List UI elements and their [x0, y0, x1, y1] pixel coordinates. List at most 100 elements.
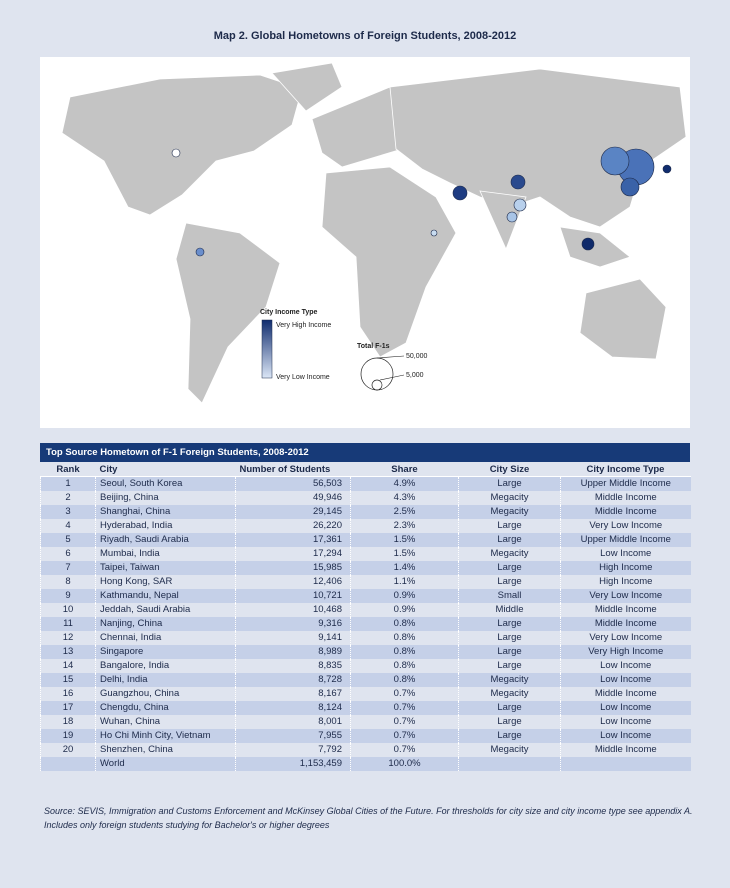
table-row: 18 Wuhan, China 8,001 0.7% Large Low Income	[40, 715, 691, 729]
table-cell: Low Income	[560, 701, 691, 715]
table-cell: 56,503	[235, 476, 351, 491]
table-cell	[458, 757, 561, 771]
table-row: 19 Ho Chi Minh City, Vietnam 7,955 0.7% Larg…	[40, 729, 691, 743]
table-cell: 12	[40, 631, 96, 645]
table-cell: Low Income	[560, 729, 691, 743]
table-cell: 8,835	[235, 659, 351, 673]
table-cell: 0.8%	[350, 617, 459, 631]
legend-title: Total F-1s	[357, 343, 390, 350]
table-cell: 6	[40, 547, 96, 561]
legend: City Income Type Very High Income Very L…	[260, 309, 428, 391]
table-cell: 4	[40, 519, 96, 533]
total-row: World 1,153,459 100.0%	[40, 757, 691, 771]
income-scale	[261, 319, 273, 379]
table-cell: 4.3%	[350, 491, 459, 505]
table-cell: Megacity	[458, 673, 561, 687]
footnotes: Source: SEVIS, Immigration and Customs E…	[44, 804, 694, 832]
table-cell: Very High Income	[560, 645, 691, 659]
table-cell: Beijing, China	[95, 491, 236, 505]
table-cell: 8,001	[235, 715, 351, 729]
legend-title: City Income Type	[260, 309, 318, 316]
table-cell: Shanghai, China	[95, 505, 236, 519]
table-cell: Small	[458, 589, 561, 603]
table-cell: Low Income	[560, 673, 691, 687]
table-cell: 8,167	[235, 687, 351, 701]
table-cell: Upper Middle Income	[560, 476, 691, 491]
table-cell: 11	[40, 617, 96, 631]
legend-label: 50,000	[406, 353, 428, 360]
table-cell: Low Income	[560, 715, 691, 729]
table-row: 11 Nanjing, China 9,316 0.8% Large Middle Inc…	[40, 617, 691, 631]
table-cell: 9,316	[235, 617, 351, 631]
table-row: 20 Shenzhen, China 7,792 0.7% Megacity Middle…	[40, 743, 691, 757]
table-cell: 15,985	[235, 561, 351, 575]
table-cell: Large	[458, 519, 561, 533]
table-row: 15 Delhi, India 8,728 0.8% Megacity Low Incom…	[40, 673, 691, 687]
table-cell: Singapore	[95, 645, 236, 659]
table-cell: Guangzhou, China	[95, 687, 236, 701]
table-cell: 0.8%	[350, 631, 459, 645]
column-header: Rank	[40, 462, 96, 477]
table-row: 12 Chennai, India 9,141 0.8% Large Very Low I…	[40, 631, 691, 645]
table: Rank City Number of Students Share City Size…	[40, 462, 691, 771]
table-cell: 26,220	[235, 519, 351, 533]
table-cell: 7,792	[235, 743, 351, 757]
table-cell: Very Low Income	[560, 589, 691, 603]
table-cell: Seoul, South Korea	[95, 476, 236, 491]
table-cell: 12,406	[235, 575, 351, 589]
table-cell: Large	[458, 645, 561, 659]
table-cell: Kathmandu, Nepal	[95, 589, 236, 603]
table-cell: Hyderabad, India	[95, 519, 236, 533]
table-cell: Mumbai, India	[95, 547, 236, 561]
table-cell: 10,468	[235, 603, 351, 617]
city-bubbles	[171, 146, 672, 257]
table-row: 1 Seoul, South Korea 56,503 4.9% Large Upper …	[40, 476, 691, 491]
footnote: Source: SEVIS, Immigration and Customs E…	[44, 806, 693, 816]
footnote: Includes only foreign students studying …	[44, 820, 330, 830]
table-cell: Middle Income	[560, 491, 691, 505]
table-cell: 0.8%	[350, 659, 459, 673]
table-cell: 10,721	[235, 589, 351, 603]
table-cell: Middle Income	[560, 743, 691, 757]
table-cell: High Income	[560, 575, 691, 589]
table-row: 4 Hyderabad, India 26,220 2.3% Large Very Low…	[40, 519, 691, 533]
table-row: 6 Mumbai, India 17,294 1.5% Megacity Low Inco…	[40, 547, 691, 561]
table-cell: 0.7%	[350, 715, 459, 729]
table-row: 8 Hong Kong, SAR 12,406 1.1% Large High Incom…	[40, 575, 691, 589]
table-cell: Large	[458, 715, 561, 729]
table-cell: Megacity	[458, 505, 561, 519]
table-row: 3 Shanghai, China 29,145 2.5% Megacity Middle…	[40, 505, 691, 519]
table-cell: 1.5%	[350, 547, 459, 561]
table-cell: Middle Income	[560, 505, 691, 519]
table-cell: 1.4%	[350, 561, 459, 575]
column-header: Share	[350, 462, 459, 477]
map-title: Map 2. Global Hometowns of Foreign Stude…	[213, 30, 517, 42]
table-cell: 8,989	[235, 645, 351, 659]
table-cell: 17	[40, 701, 96, 715]
table-cell: 19	[40, 729, 96, 743]
table-cell: Delhi, India	[95, 673, 236, 687]
table-cell: Jeddah, Saudi Arabia	[95, 603, 236, 617]
table-cell: Nanjing, China	[95, 617, 236, 631]
table-cell: Upper Middle Income	[560, 533, 691, 547]
table-cell: 16	[40, 687, 96, 701]
table-cell: Large	[458, 476, 561, 491]
table-row: 9 Kathmandu, Nepal 10,721 0.9% Small Very Low…	[40, 589, 691, 603]
table-cell: Megacity	[458, 491, 561, 505]
table-row: 14 Bangalore, India 8,835 0.8% Large Low Inco…	[40, 659, 691, 673]
table-row: 5 Riyadh, Saudi Arabia 17,361 1.5% Large Uppe…	[40, 533, 691, 547]
table-cell: 8,728	[235, 673, 351, 687]
table-row: 16 Guangzhou, China 8,167 0.7% Megacity Middl…	[40, 687, 691, 701]
table-cell: Low Income	[560, 547, 691, 561]
table-cell: 8,124	[235, 701, 351, 715]
table-cell: 0.7%	[350, 743, 459, 757]
table-cell: Hong Kong, SAR	[95, 575, 236, 589]
table-cell: Middle	[458, 603, 561, 617]
table-row: 13 Singapore 8,989 0.8% Large Very High Incom…	[40, 645, 691, 659]
table-cell: Middle Income	[560, 617, 691, 631]
table-cell	[40, 757, 96, 771]
table-cell: 0.7%	[350, 729, 459, 743]
table-row: 2 Beijing, China 49,946 4.3% Megacity Middle …	[40, 491, 691, 505]
